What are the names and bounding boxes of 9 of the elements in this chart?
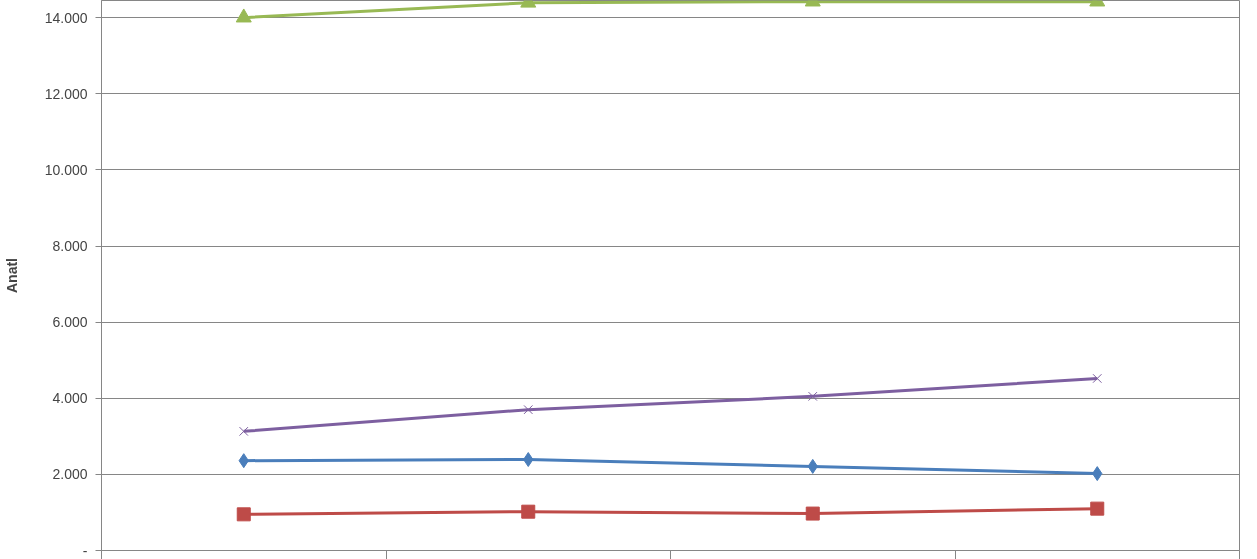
y-tick-label: 14.000 — [44, 9, 88, 26]
y-axis-title: Anatl — [3, 258, 20, 293]
y-tick-label: 4.000 — [52, 390, 88, 407]
y-tick-label: 8.000 — [52, 238, 88, 254]
y-tick-label: - — [82, 542, 88, 559]
y-tick-label: 12.000 — [44, 85, 88, 102]
y-tick-label: 10.000 — [44, 161, 88, 178]
y-tick-label: 6.000 — [52, 314, 88, 331]
y-tick-label: 2.000 — [52, 466, 88, 483]
